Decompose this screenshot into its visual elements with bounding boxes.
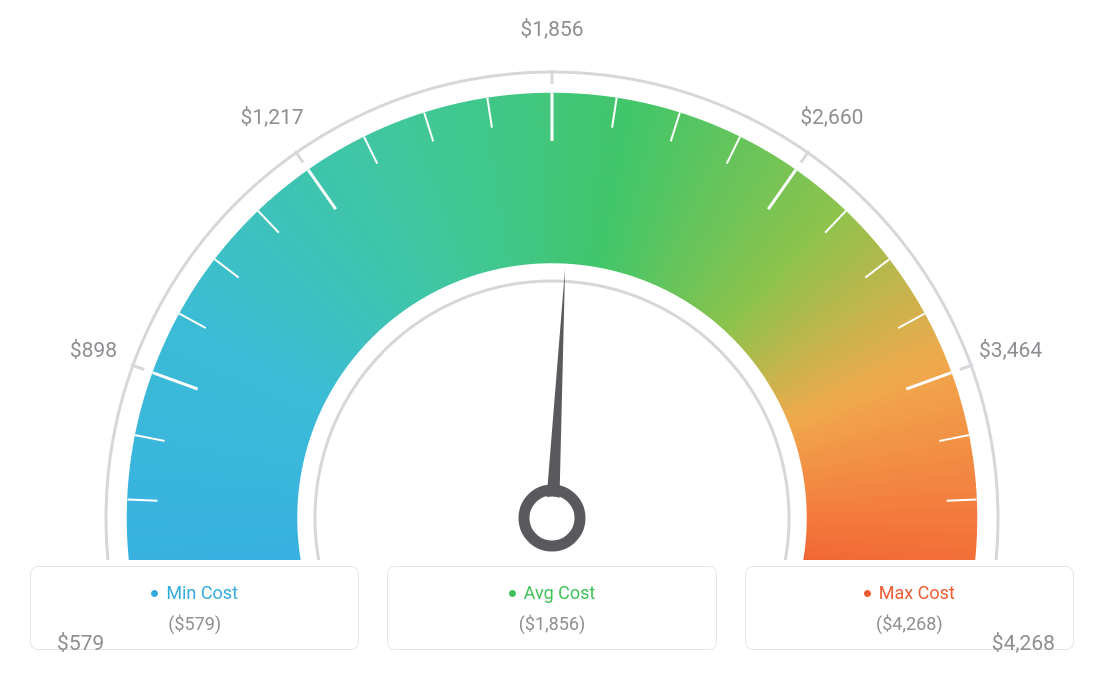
gauge-tick-label: $579 [57,632,104,656]
gauge-svg [30,20,1074,560]
cost-gauge: $579$898$1,217$1,856$2,660$3,464$4,268 [30,20,1074,560]
legend-row: Min Cost ($579) Avg Cost ($1,856) Max Co… [30,566,1074,650]
gauge-tick-label: $4,268 [992,632,1055,656]
gauge-tick-label: $2,660 [800,106,863,130]
gauge-needle [545,268,565,518]
legend-card-avg: Avg Cost ($1,856) [387,566,716,650]
gauge-tick-label: $898 [70,339,117,363]
legend-avg-label: Avg Cost [388,583,715,604]
gauge-tick-label: $3,464 [979,339,1042,363]
legend-max-label: Max Cost [746,583,1073,604]
legend-min-label: Min Cost [31,583,358,604]
legend-avg-value: ($1,856) [388,614,715,635]
gauge-tick-label: $1,217 [241,106,304,130]
gauge-tick-label: $1,856 [520,18,583,42]
